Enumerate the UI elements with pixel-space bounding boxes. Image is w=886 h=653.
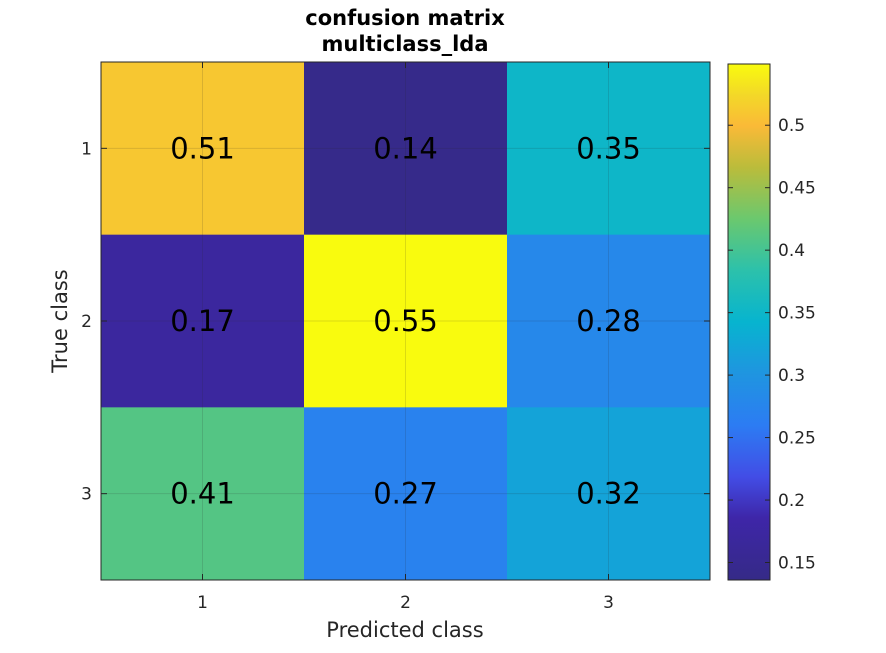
cell-value-label-r3-c3: 0.32 [576,477,641,511]
cell-value-label-r2-c2: 0.55 [373,304,438,338]
cell-value-label-r1-c1: 0.51 [170,131,235,165]
y-tick-label-1: 1 [81,139,92,159]
colorbar-tick-label: 0.4 [778,241,805,261]
cell-value-label-r1-c3: 0.35 [576,131,641,165]
heatmap-cell-r2-c3 [507,234,711,408]
axis-ticks: 1 2 3 1 2 3 [81,62,710,613]
cell-value-label-r3-c2: 0.27 [373,477,438,511]
colorbar-frame [727,63,771,581]
colorbar-tick-label: 0.35 [778,304,816,324]
y-tick-label-2: 2 [81,312,92,332]
heatmap-cell-r1-c3 [507,62,711,236]
x-tick-label-3: 3 [603,593,614,613]
plot-frame [100,61,711,581]
cell-value-labels: 0.51 0.14 0.35 0.17 0.55 0.28 0.41 0.27 0.32 [170,131,641,510]
heatmap-cell-r2-c2 [304,234,508,408]
colorbar-gradient [728,64,770,580]
heatmap-cell-r1-c2 [304,62,508,236]
grid-lines [101,62,710,580]
colorbar-ticks: 0.15 0.2 0.25 0.3 0.35 0.4 0.45 0.5 [728,116,816,574]
cell-value-label-r2-c1: 0.17 [170,304,235,338]
chart-title-line-2: multiclass_lda [322,32,489,56]
colorbar-tick-label: 0.15 [778,554,816,574]
heatmap-cell-r3-c3 [507,407,711,581]
x-tick-label-2: 2 [400,593,411,613]
colorbar-tick-label: 0.25 [778,429,816,449]
heatmap-cell-r2-c1 [101,234,305,408]
y-axis-label: True class [48,269,72,373]
chart-title: confusion matrix multiclass_lda [305,6,505,56]
colorbar-tick-label: 0.45 [778,179,816,199]
heatmap-cell-r3-c1 [101,407,305,581]
x-tick-label-1: 1 [197,593,208,613]
colorbar-tick-label: 0.5 [778,116,805,136]
colorbar-tick-label: 0.3 [778,366,805,386]
heatmap-cell-r3-c2 [304,407,508,581]
heatmap-cell-r1-c1 [101,62,305,236]
cell-value-label-r2-c3: 0.28 [576,304,641,338]
heatmap-cells [101,62,711,581]
cell-value-label-r1-c2: 0.14 [373,131,438,165]
x-axis-label: Predicted class [326,618,483,642]
colorbar: 0.15 0.2 0.25 0.3 0.35 0.4 0.45 0.5 [727,63,816,581]
colorbar-tick-label: 0.2 [778,491,805,511]
chart-title-line-1: confusion matrix [305,6,505,30]
y-tick-label-3: 3 [81,485,92,505]
cell-value-label-r3-c1: 0.41 [170,477,235,511]
